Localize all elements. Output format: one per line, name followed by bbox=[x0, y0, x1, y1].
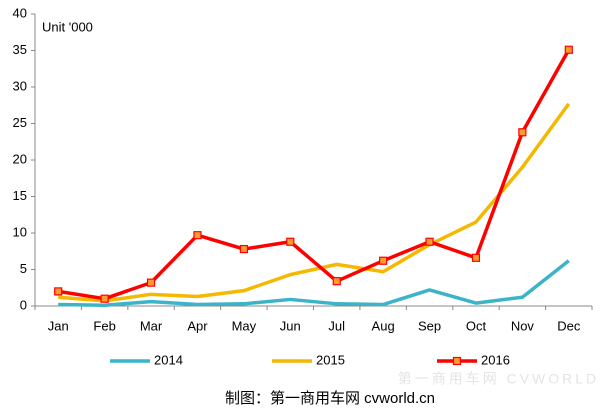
watermark: 第一商用车网 CVWORLD.CN bbox=[398, 371, 600, 387]
y-tick-label: 25 bbox=[13, 115, 27, 130]
y-tick-label: 0 bbox=[20, 297, 27, 312]
y-tick-label: 15 bbox=[13, 188, 27, 203]
marker bbox=[518, 128, 527, 137]
marker bbox=[564, 45, 573, 54]
x-tick-label: Jun bbox=[280, 318, 301, 333]
legend-marker bbox=[452, 356, 462, 366]
legend-label: 2015 bbox=[316, 352, 345, 367]
marker bbox=[100, 294, 109, 303]
x-tick-label: Feb bbox=[93, 318, 115, 333]
y-tick-label: 35 bbox=[13, 42, 27, 57]
marker bbox=[239, 244, 248, 254]
x-tick-label: Sep bbox=[418, 318, 441, 333]
y-tick-label: 20 bbox=[13, 151, 27, 166]
marker bbox=[193, 231, 202, 240]
y-tick-label: 30 bbox=[13, 78, 27, 93]
marker bbox=[54, 287, 63, 296]
source: 制图：第一商用车网 cvworld.cn bbox=[225, 389, 435, 407]
y-tick-label: 5 bbox=[20, 261, 27, 276]
x-tick-label: Dec bbox=[557, 318, 581, 333]
legend-label: 2014 bbox=[154, 352, 183, 367]
series-line bbox=[58, 259, 570, 308]
x-tick-label: Jan bbox=[48, 318, 69, 333]
x-tick-label: Apr bbox=[187, 318, 208, 333]
legend-label: 2016 bbox=[481, 352, 510, 367]
marker bbox=[332, 277, 341, 286]
y-tick-label: 10 bbox=[13, 224, 27, 239]
marker bbox=[379, 256, 388, 265]
y-tick-label: 40 bbox=[13, 5, 27, 20]
series-line bbox=[57, 48, 571, 301]
x-tick-label: Nov bbox=[511, 318, 535, 333]
unit-annotation: Unit '000 bbox=[42, 19, 93, 34]
x-tick-label: Mar bbox=[140, 318, 163, 333]
x-tick-label: Aug bbox=[372, 318, 395, 333]
x-tick-label: May bbox=[232, 318, 257, 333]
marker bbox=[286, 237, 295, 246]
marker bbox=[471, 253, 481, 262]
marker bbox=[425, 237, 434, 246]
series-line bbox=[58, 102, 571, 303]
x-tick-label: Oct bbox=[466, 318, 487, 333]
x-tick-label: Jul bbox=[328, 318, 345, 333]
marker bbox=[146, 278, 156, 287]
